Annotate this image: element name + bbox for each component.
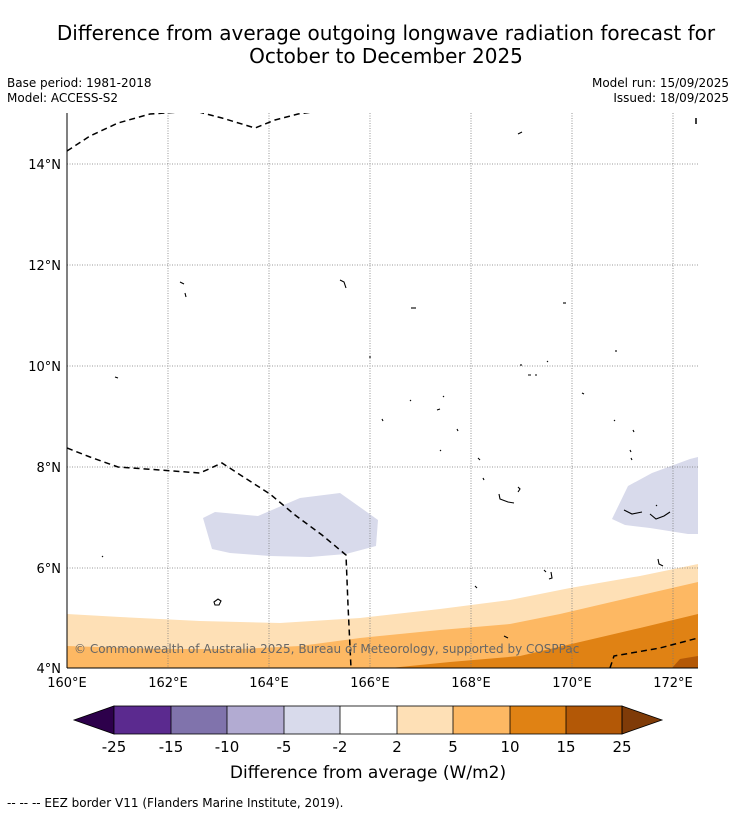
title-line-2: October to December 2025 (249, 44, 523, 68)
colorbar-segment-7 (453, 706, 510, 734)
patch-minus-2-5-east (612, 457, 698, 534)
meta-right: Model run: 15/09/2025 Issued: 18/09/2025 (592, 76, 729, 106)
lat-label-14n: 14°N (28, 158, 61, 173)
map-area (67, 113, 698, 668)
lat-label-8n: 8°N (37, 461, 62, 476)
lat-label-12n: 12°N (28, 259, 61, 274)
lon-label-164e: 164°E (249, 676, 289, 691)
colorbar-tick: -2 (333, 738, 348, 756)
colorbar-ticks: -25 -15 -10 -5 -2 2 5 10 15 25 (102, 738, 632, 756)
band-5-10 (67, 582, 698, 668)
colorbar-tick: 15 (556, 738, 575, 756)
graticule (67, 113, 698, 668)
colorbar-extend-high (621, 705, 664, 735)
colorbar-tick: 2 (392, 738, 402, 756)
eez-borders (67, 113, 698, 668)
lon-label-160e: 160°E (47, 676, 87, 691)
colorbar-tick: -25 (102, 738, 127, 756)
lat-axis: 14°N 12°N 10°N 8°N 6°N 4°N (28, 158, 61, 677)
colorbar-segment-2 (171, 706, 227, 734)
copyright-text: © Commonwealth of Australia 2025, Bureau… (74, 642, 579, 656)
base-period: Base period: 1981-2018 (7, 76, 152, 90)
colorbar-segment-4 (284, 706, 340, 734)
colorbar-tick: 10 (500, 738, 519, 756)
colorbar-tick: 25 (612, 738, 631, 756)
meta-left: Base period: 1981-2018 Model: ACCESS-S2 (7, 76, 152, 106)
issued-date: Issued: 18/09/2025 (613, 91, 729, 105)
title-line-1: Difference from average outgoing longwav… (56, 21, 716, 45)
colorbar-tick: -15 (159, 738, 184, 756)
lon-label-172e: 172°E (653, 676, 693, 691)
islands (101, 131, 671, 639)
colorbar-segment-1 (114, 706, 171, 734)
lon-label-170e: 170°E (552, 676, 592, 691)
lon-axis: 160°E 162°E 164°E 166°E 168°E 170°E 172°… (47, 676, 693, 691)
colorbar-segment-3 (227, 706, 284, 734)
colorbar-segment-9 (566, 706, 622, 734)
eez-footnote: -- -- -- EEZ border V11 (Flanders Marine… (7, 796, 344, 810)
lat-label-6n: 6°N (37, 562, 62, 577)
colorbar: -25 -15 -10 -5 -2 2 5 10 15 25 Differenc… (72, 705, 664, 783)
colorbar-tick: -5 (277, 738, 292, 756)
colorbar-segment-5 (340, 706, 397, 734)
map-title: Difference from average outgoing longwav… (0, 22, 736, 68)
lon-label-162e: 162°E (148, 676, 188, 691)
lat-label-4n: 4°N (37, 662, 62, 677)
band-10-15 (390, 614, 698, 668)
lon-label-168e: 168°E (451, 676, 491, 691)
colorbar-tick: 5 (448, 738, 458, 756)
model-run: Model run: 15/09/2025 (591, 76, 729, 90)
colorbar-segment-6 (397, 706, 453, 734)
lon-label-166e: 166°E (350, 676, 390, 691)
lat-label-10n: 10°N (28, 360, 61, 375)
model-name: Model: ACCESS-S2 (7, 91, 119, 105)
colorbar-extend-low (72, 705, 115, 735)
colorbar-tick: -10 (215, 738, 240, 756)
colorbar-segment-8 (510, 706, 566, 734)
patch-minus-2-5-west (203, 493, 378, 557)
colorbar-label: Difference from average (W/m2) (230, 763, 506, 783)
band-15-25 (672, 656, 698, 668)
